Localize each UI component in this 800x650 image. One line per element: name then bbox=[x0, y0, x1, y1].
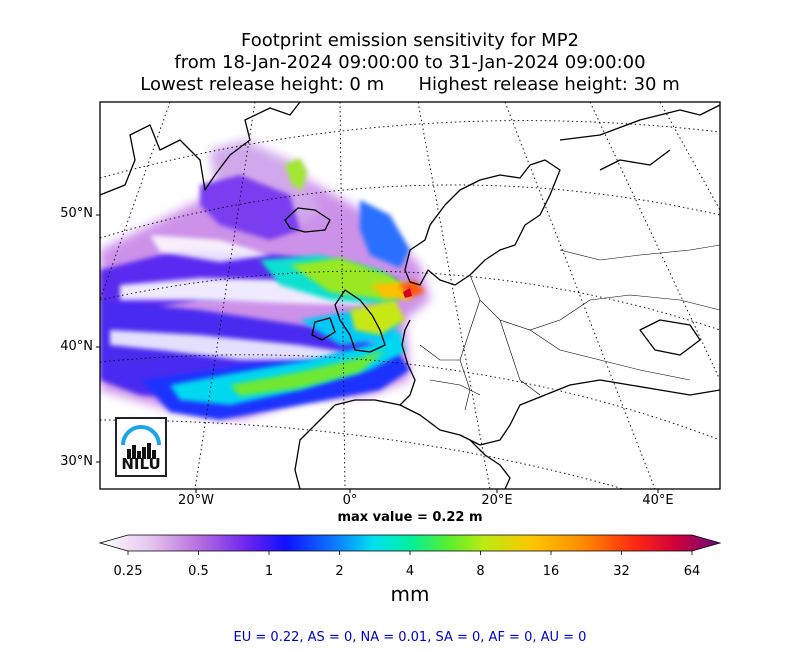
colorbar-ticks bbox=[127, 551, 693, 555]
colorbar-tick-label: 64 bbox=[683, 564, 701, 579]
country-borders bbox=[419, 244, 720, 411]
title-line-3: Lowest release height: 0 m Highest relea… bbox=[140, 74, 680, 95]
lat-label-50n: 50°N bbox=[60, 206, 93, 221]
colorbar-tick-label: 4 bbox=[405, 564, 415, 579]
nilu-logo: NILU bbox=[115, 417, 167, 477]
coastlines bbox=[100, 102, 720, 489]
lon-label-20w: 20°W bbox=[178, 493, 214, 508]
colorbar bbox=[98, 534, 722, 555]
title-line-1: Footprint emission sensitivity for MP2 bbox=[240, 30, 579, 51]
colorbar-gradient bbox=[98, 534, 722, 552]
colorbar-tick-label: 2 bbox=[335, 564, 344, 579]
map-content bbox=[100, 102, 720, 489]
colorbar-tick-label: 0.5 bbox=[188, 564, 209, 579]
nilu-logo-mark bbox=[121, 425, 161, 459]
footprint-plume bbox=[100, 140, 430, 420]
colorbar-tick-label: 32 bbox=[613, 564, 630, 579]
lat-label-40n: 40°N bbox=[60, 339, 93, 354]
figure-title: Footprint emission sensitivity for MP2 f… bbox=[0, 30, 800, 96]
lon-label-20e: 20°E bbox=[481, 493, 513, 508]
map-frame bbox=[99, 101, 721, 490]
axis-ticks bbox=[96, 214, 659, 493]
colorbar-tick-label: 1 bbox=[264, 564, 274, 579]
lon-label-0: 0° bbox=[342, 493, 358, 508]
title-line-2: from 18-Jan-2024 09:00:00 to 31-Jan-2024… bbox=[174, 52, 646, 73]
max-value-label: max value = 0.22 m bbox=[337, 510, 483, 525]
colorbar-tick-label: 8 bbox=[476, 564, 485, 579]
colorbar-tick-label: 0.25 bbox=[113, 564, 143, 579]
lon-label-40e: 40°E bbox=[642, 493, 674, 508]
colorbar-unit-label: mm bbox=[390, 582, 430, 606]
graticule bbox=[100, 102, 720, 489]
nilu-logo-text: NILU bbox=[121, 455, 161, 473]
region-summary: EU = 0.22, AS = 0, NA = 0.01, SA = 0, AF… bbox=[233, 630, 587, 645]
colorbar-tick-label: 16 bbox=[542, 564, 560, 579]
lat-label-30n: 30°N bbox=[60, 454, 93, 469]
